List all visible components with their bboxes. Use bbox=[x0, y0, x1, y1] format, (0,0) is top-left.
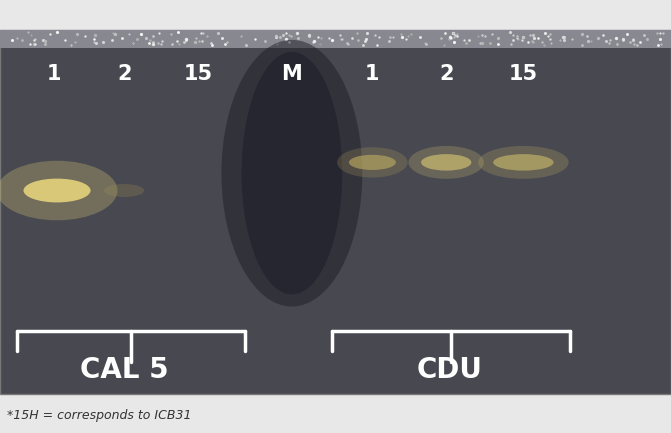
Ellipse shape bbox=[242, 52, 342, 294]
Ellipse shape bbox=[493, 154, 554, 171]
Text: *15H = corresponds to ICB31: *15H = corresponds to ICB31 bbox=[7, 409, 191, 422]
Ellipse shape bbox=[421, 154, 472, 171]
Text: M: M bbox=[282, 64, 302, 84]
Ellipse shape bbox=[409, 146, 484, 179]
Ellipse shape bbox=[349, 155, 396, 170]
Text: 2: 2 bbox=[439, 64, 454, 84]
FancyBboxPatch shape bbox=[0, 30, 671, 394]
Ellipse shape bbox=[104, 184, 144, 197]
Ellipse shape bbox=[0, 161, 117, 220]
Text: 2: 2 bbox=[117, 64, 132, 84]
Text: CAL 5: CAL 5 bbox=[80, 356, 168, 384]
FancyBboxPatch shape bbox=[0, 30, 671, 48]
Text: 15: 15 bbox=[509, 64, 538, 84]
Text: 1: 1 bbox=[46, 64, 61, 84]
Ellipse shape bbox=[478, 146, 569, 179]
Text: CDU: CDU bbox=[417, 356, 482, 384]
Text: 1: 1 bbox=[365, 64, 380, 84]
Ellipse shape bbox=[338, 147, 408, 178]
Ellipse shape bbox=[221, 40, 362, 307]
Text: 15: 15 bbox=[183, 64, 213, 84]
Ellipse shape bbox=[23, 178, 91, 202]
